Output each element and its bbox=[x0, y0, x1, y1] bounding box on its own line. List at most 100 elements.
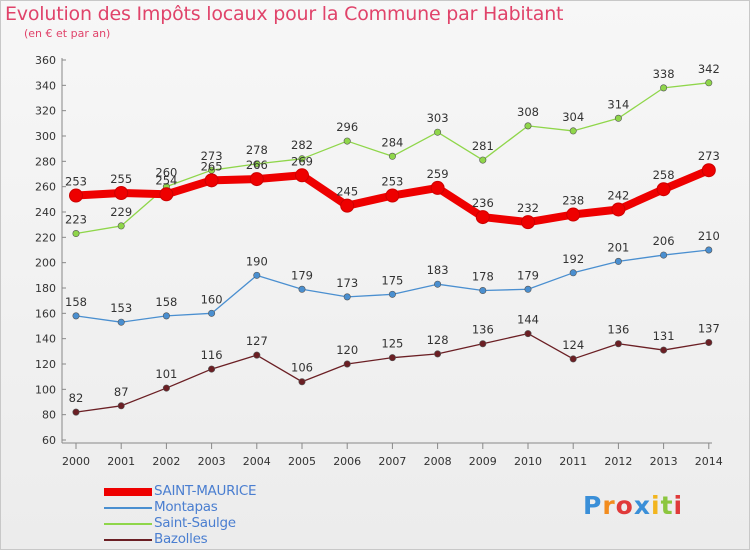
data-label-bazolles: 125 bbox=[381, 337, 403, 351]
data-point-bazolles bbox=[569, 355, 577, 363]
y-tick-label: 220 bbox=[35, 231, 56, 244]
x-tick-label: 2004 bbox=[243, 455, 271, 468]
data-point-saint-maurice bbox=[701, 163, 716, 178]
data-label-bazolles: 106 bbox=[291, 361, 313, 375]
x-tick-label: 2012 bbox=[604, 455, 632, 468]
data-label-bazolles: 136 bbox=[607, 323, 629, 337]
y-tick-label: 280 bbox=[35, 155, 56, 168]
data-label-montapas: 178 bbox=[472, 270, 494, 284]
data-label-montapas: 175 bbox=[381, 273, 403, 287]
proxiti-logo: Proxiti bbox=[583, 491, 683, 520]
data-point-montapas bbox=[388, 290, 396, 298]
data-label-saint-maurice: 265 bbox=[201, 159, 223, 173]
data-point-saint-maurice bbox=[385, 188, 400, 203]
data-label-saint-saulge: 338 bbox=[653, 67, 675, 81]
data-point-bazolles bbox=[614, 340, 622, 348]
chart-title: Evolution des Impôts locaux pour la Comm… bbox=[5, 3, 564, 25]
data-point-bazolles bbox=[705, 338, 713, 346]
data-point-bazolles bbox=[298, 378, 306, 386]
data-point-saint-maurice bbox=[204, 173, 219, 188]
data-label-saint-maurice: 254 bbox=[155, 173, 177, 187]
data-point-saint-maurice bbox=[430, 180, 445, 195]
data-point-saint-saulge bbox=[72, 230, 80, 238]
data-label-saint-maurice: 266 bbox=[246, 158, 268, 172]
data-point-saint-saulge bbox=[569, 127, 577, 135]
y-tick-label: 60 bbox=[42, 434, 56, 447]
legend-swatch bbox=[104, 539, 152, 541]
data-point-saint-saulge bbox=[298, 155, 306, 163]
x-tick-label: 2009 bbox=[469, 455, 497, 468]
data-label-montapas: 160 bbox=[201, 292, 223, 306]
data-point-montapas bbox=[208, 309, 216, 317]
legend-label: SAINT-MAURICE bbox=[154, 483, 257, 499]
data-label-saint-saulge: 284 bbox=[381, 135, 403, 149]
data-label-saint-saulge: 282 bbox=[291, 138, 313, 152]
data-label-bazolles: 101 bbox=[155, 367, 177, 381]
data-point-saint-maurice bbox=[69, 188, 83, 203]
legend-label: Saint-Saulge bbox=[154, 515, 236, 531]
data-point-montapas bbox=[117, 318, 125, 326]
data-label-bazolles: 87 bbox=[114, 385, 129, 399]
data-point-montapas bbox=[298, 285, 306, 293]
data-point-bazolles bbox=[72, 408, 80, 416]
data-point-bazolles bbox=[388, 354, 396, 362]
data-label-bazolles: 131 bbox=[653, 329, 675, 343]
data-label-bazolles: 116 bbox=[201, 348, 223, 362]
y-tick-label: 340 bbox=[35, 79, 56, 92]
data-label-saint-maurice: 245 bbox=[336, 185, 358, 199]
x-tick-label: 2001 bbox=[107, 455, 135, 468]
data-point-saint-maurice bbox=[521, 215, 535, 230]
data-point-montapas bbox=[162, 312, 170, 320]
x-tick-label: 2010 bbox=[514, 455, 542, 468]
data-label-saint-saulge: 303 bbox=[427, 111, 449, 125]
y-tick-label: 360 bbox=[35, 54, 56, 67]
data-point-saint-maurice bbox=[475, 210, 490, 225]
data-point-saint-maurice bbox=[566, 207, 581, 222]
data-label-saint-maurice: 238 bbox=[562, 194, 584, 208]
data-label-saint-maurice: 242 bbox=[607, 188, 629, 202]
y-tick-label: 160 bbox=[35, 307, 56, 320]
data-point-bazolles bbox=[208, 365, 216, 373]
data-point-montapas bbox=[253, 271, 261, 279]
legend-swatch bbox=[104, 523, 152, 525]
data-label-bazolles: 82 bbox=[69, 391, 84, 405]
data-point-saint-saulge bbox=[660, 84, 668, 92]
x-tick-label: 2014 bbox=[695, 455, 723, 468]
data-point-saint-maurice bbox=[114, 186, 129, 200]
data-point-saint-saulge bbox=[117, 222, 125, 230]
data-label-montapas: 153 bbox=[110, 301, 132, 315]
data-point-montapas bbox=[569, 269, 577, 277]
y-tick-label: 200 bbox=[35, 257, 56, 270]
data-point-saint-saulge bbox=[343, 137, 351, 145]
logo-letter: o bbox=[615, 491, 634, 520]
logo-letter: i bbox=[651, 491, 661, 520]
data-point-saint-saulge bbox=[388, 152, 396, 160]
data-label-saint-saulge: 308 bbox=[517, 105, 539, 119]
x-tick-label: 2006 bbox=[333, 455, 361, 468]
data-label-montapas: 190 bbox=[246, 254, 268, 268]
legend-label: Montapas bbox=[154, 499, 218, 515]
data-point-bazolles bbox=[343, 360, 351, 368]
data-label-bazolles: 124 bbox=[562, 338, 584, 352]
x-tick-label: 2011 bbox=[559, 455, 587, 468]
x-tick-label: 2007 bbox=[378, 455, 406, 468]
data-label-montapas: 192 bbox=[562, 252, 584, 266]
y-tick-label: 320 bbox=[35, 105, 56, 118]
data-label-saint-maurice: 259 bbox=[427, 167, 449, 181]
legend-label: Bazolles bbox=[154, 531, 208, 547]
data-label-bazolles: 137 bbox=[698, 321, 720, 335]
logo-letter: x bbox=[633, 491, 651, 520]
data-point-saint-saulge bbox=[705, 79, 713, 87]
legend-swatch bbox=[104, 488, 152, 496]
y-tick-label: 260 bbox=[35, 181, 56, 194]
data-label-saint-maurice: 232 bbox=[517, 201, 539, 215]
data-point-saint-maurice bbox=[249, 172, 264, 187]
data-point-montapas bbox=[479, 287, 487, 295]
data-label-saint-saulge: 260 bbox=[155, 166, 177, 180]
data-label-montapas: 206 bbox=[653, 234, 675, 248]
data-point-saint-saulge bbox=[614, 114, 622, 122]
data-point-saint-saulge bbox=[524, 122, 532, 130]
y-tick-label: 240 bbox=[35, 206, 56, 219]
